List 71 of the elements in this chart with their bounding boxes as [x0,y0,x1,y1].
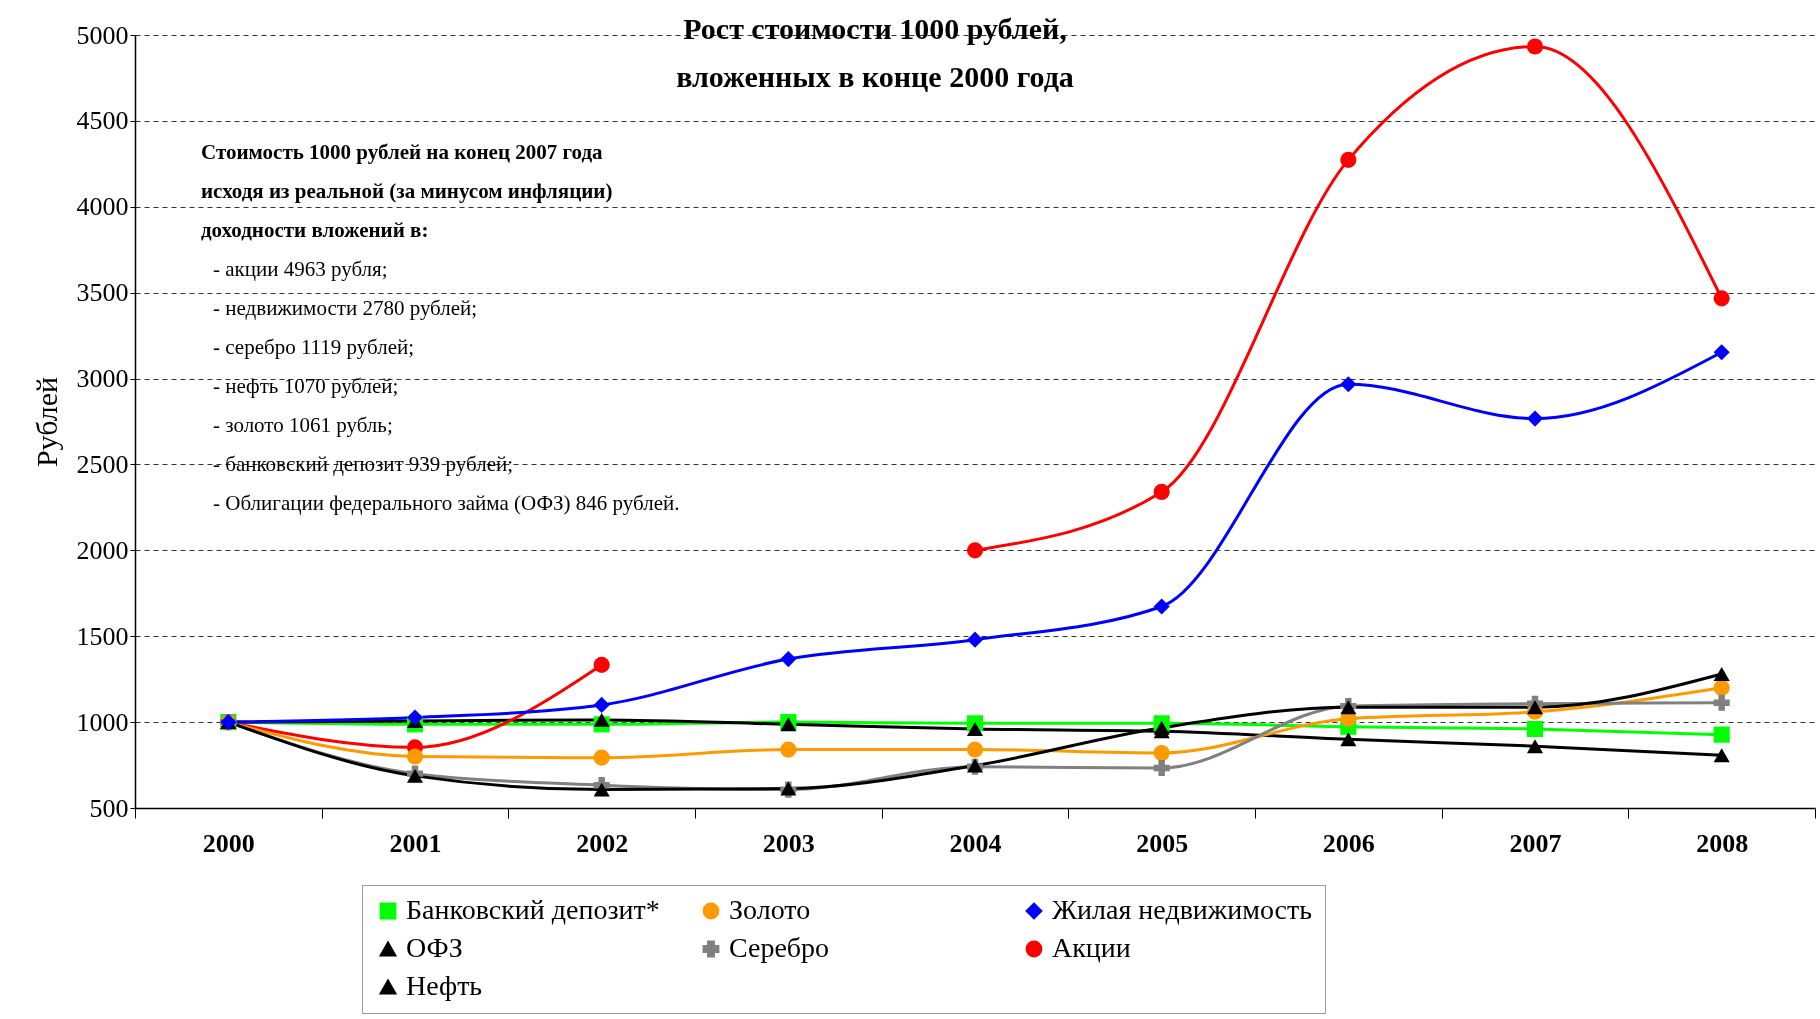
annotation: - недвижимости 2780 рублей; [213,296,478,320]
annotation: Стоимость 1000 рублей на конец 2007 года [201,140,604,164]
point [406,748,424,765]
y-tick-label: 3500 [76,278,129,308]
point [1526,739,1544,754]
x-tick-label: 2002 [576,828,629,858]
point [1713,726,1730,743]
y-tick-label: 1500 [76,621,129,651]
legend-label: Серебро [729,932,830,963]
point [593,656,610,673]
point [1153,720,1170,735]
legend-label: Жилая недвижимость [1052,894,1313,925]
point [1340,376,1357,393]
point [1340,732,1357,747]
x-tick-label: 2000 [202,828,255,858]
point [1153,759,1170,777]
legend-label: Золото [729,894,811,925]
annotation: - серебро 1119 рублей; [213,335,415,359]
point [406,709,424,726]
x-tick-label: 2004 [949,828,1002,858]
point [1713,748,1730,763]
point [1526,410,1544,427]
legend-label: Нефть [406,970,483,1001]
point [1153,483,1170,500]
point [593,696,610,713]
legend-label: ОФЗ [406,932,463,963]
y-axis-title: Рублей [29,376,63,468]
point [593,782,610,797]
y-tick-label: 5000 [76,20,129,50]
point [1526,720,1544,738]
point [1713,694,1730,711]
x-tick-label: 2008 [1696,828,1749,858]
x-tick-label: 2007 [1509,828,1562,858]
point [780,741,797,758]
point [1526,700,1544,715]
point [966,722,984,736]
x-tick-label: 2005 [1136,828,1189,858]
point [1713,667,1730,681]
point [593,749,610,766]
point [780,651,797,668]
legend-label: Банковский депозит* [406,894,660,925]
y-tick-label: 4500 [76,106,129,136]
chart-title: Рост стоимости 1000 рублей, вложенных в конце 2000 года [676,12,1074,93]
point [966,542,984,559]
annotation: - Облигации федерального займа (ОФЗ) 846 рублей. [213,491,680,515]
x-tick-label: 2001 [389,828,442,858]
y-tick-label: 2000 [76,535,129,565]
point [1340,151,1357,168]
point [1713,290,1730,307]
annotation: - банковский депозит 939 рублей; [213,452,514,476]
annotation: - нефть 1070 рублей; [213,374,399,398]
point [1713,679,1730,696]
y-tick-label: 3000 [76,364,129,394]
point [966,741,984,758]
point [1153,744,1170,762]
legend-label: Акции [1052,932,1131,963]
annotation: - золото 1061 рубль; [213,413,393,437]
point [1526,38,1544,55]
y-tick-label: 4000 [76,192,129,222]
y-tick-label: 1000 [76,707,129,737]
y-tick-label: 500 [89,793,129,823]
x-tick-label: 2006 [1322,828,1375,858]
annotation: - акции 4963 рубля; [213,257,388,281]
y-tick-label: 2500 [76,449,129,479]
annotation: доходности вложений в: [201,218,429,242]
point [1713,344,1730,361]
x-tick-label: 2003 [762,828,815,858]
annotation: исходя из реальной (за минусом инфляции) [201,179,613,203]
point [1153,598,1170,615]
point [966,631,984,648]
point [593,712,610,727]
